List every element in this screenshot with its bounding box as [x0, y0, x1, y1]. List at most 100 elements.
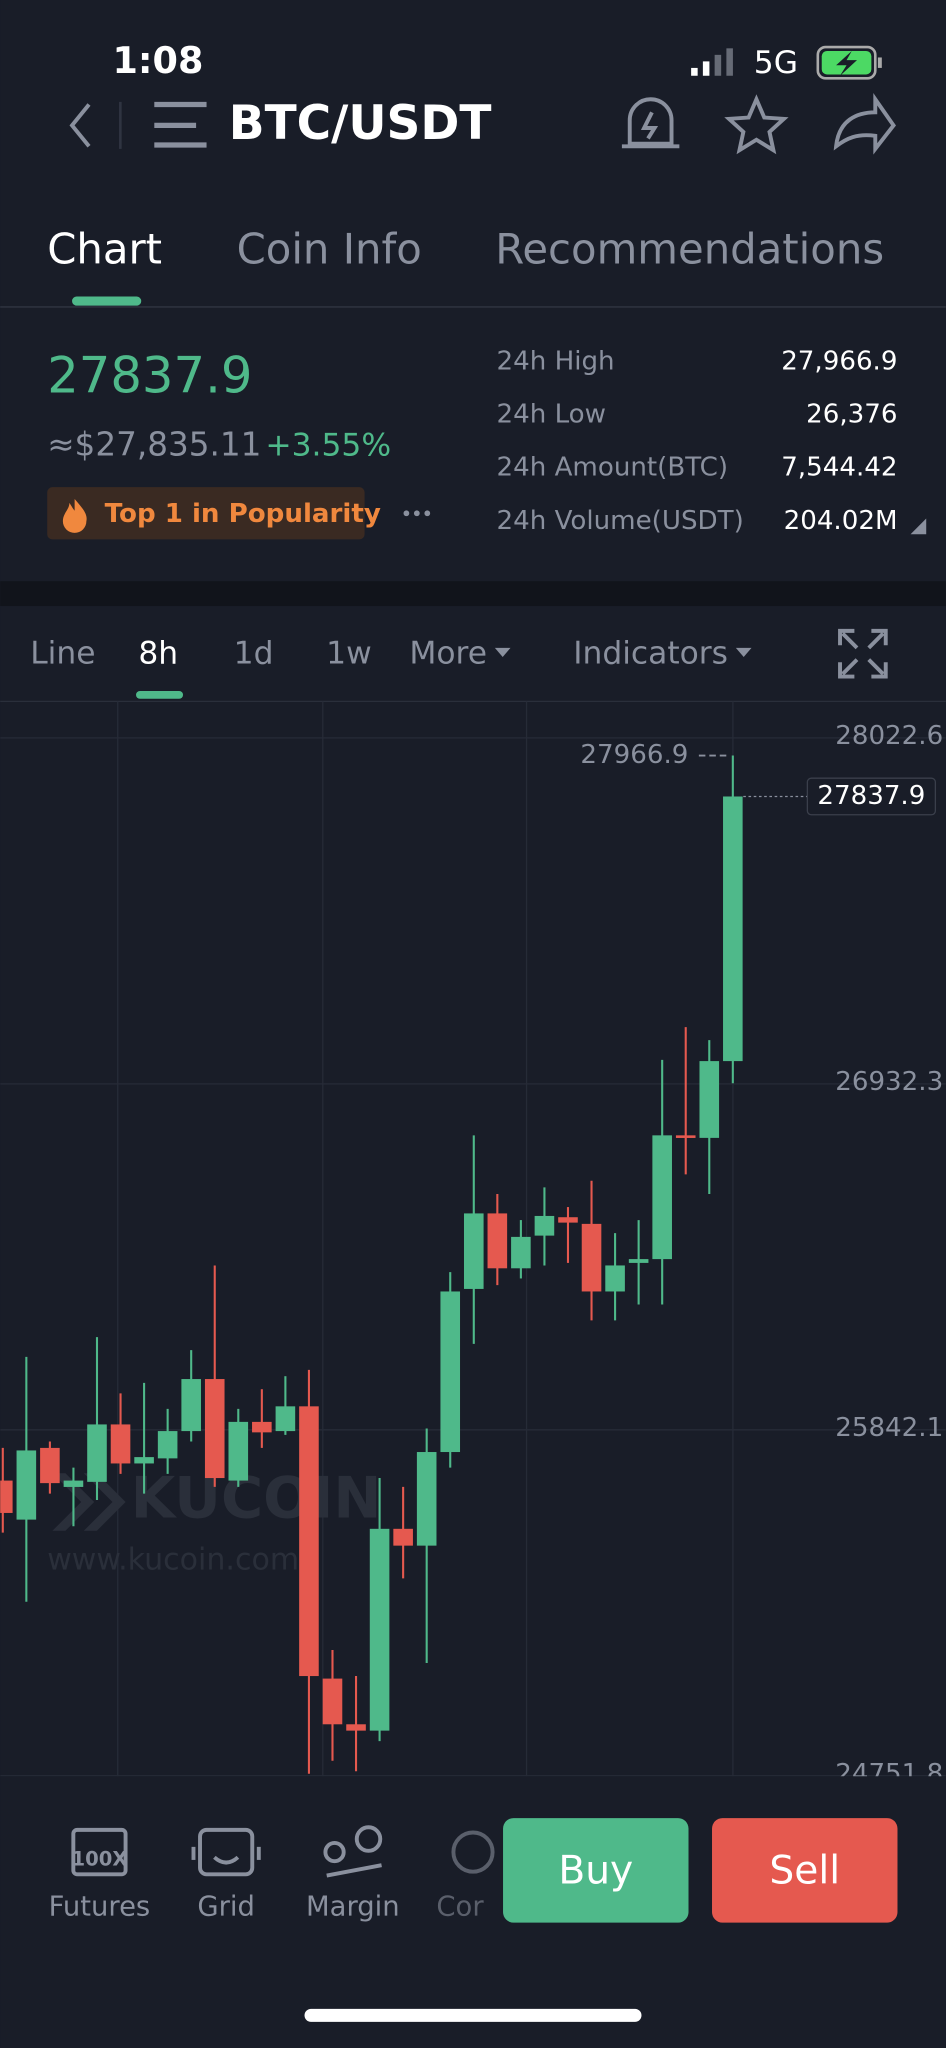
- candle-body: [534, 1215, 555, 1236]
- stat-label: 24h Low: [497, 399, 607, 429]
- watermark-brand: KUCOIN: [131, 1465, 382, 1532]
- candle-body: [416, 1452, 437, 1546]
- candle-body: [87, 1424, 107, 1482]
- interval-tab[interactable]: More: [409, 635, 487, 671]
- y-tick-label: 28022.6: [835, 721, 943, 751]
- tab-indicator: [72, 296, 142, 306]
- nav-label[interactable]: Cor: [436, 1892, 484, 1923]
- stat-label: 24h Amount(BTC): [497, 453, 729, 483]
- interval-tab[interactable]: 1d: [234, 635, 274, 671]
- candle-body: [181, 1379, 201, 1432]
- candle-body: [652, 1135, 672, 1260]
- alert-button[interactable]: [621, 97, 680, 149]
- share-button[interactable]: [833, 93, 897, 155]
- favorite-button[interactable]: [724, 94, 789, 155]
- corner-triangle: [910, 518, 927, 535]
- candle-body: [369, 1528, 390, 1731]
- interval-bar: Line 8h 1d 1w More Indicators: [30, 635, 752, 671]
- nav-label[interactable]: Grid: [197, 1892, 255, 1923]
- price-change: +3.55%: [265, 428, 391, 464]
- watermark-logo: [52, 1473, 126, 1531]
- grid-icon: [191, 1827, 261, 1877]
- y-tick-label: 25842.1: [835, 1413, 943, 1443]
- candle-body: [157, 1431, 178, 1459]
- candle-body: [581, 1223, 602, 1292]
- buy-label: Buy: [558, 1848, 633, 1893]
- candle-body: [628, 1259, 649, 1263]
- tab[interactable]: Coin Info: [237, 225, 422, 274]
- candle-body: [40, 1447, 60, 1484]
- back-button[interactable]: [69, 103, 91, 148]
- more-button[interactable]: [403, 510, 431, 517]
- home-indicator: [304, 2008, 642, 2022]
- candle-body: [393, 1528, 413, 1546]
- last-price-label: 27837.9: [817, 781, 925, 811]
- interval-tab[interactable]: Line: [30, 635, 95, 671]
- watermark-url: www.kucoin.com: [47, 1542, 299, 1577]
- candlestick-chart: KUCOIN www.kucoin.com 28022.6 26932.3 2584…: [0, 701, 946, 1789]
- nav-label[interactable]: Futures: [49, 1892, 151, 1923]
- candle-body: [63, 1480, 84, 1487]
- candle-body: [440, 1291, 461, 1453]
- pair-title: BTC/USDT: [229, 96, 492, 151]
- last-price: 27837.9: [47, 346, 252, 404]
- tab[interactable]: Chart: [47, 225, 162, 274]
- interval-tab[interactable]: 8h: [138, 635, 178, 671]
- candle-body: [204, 1379, 225, 1479]
- futures-icon: [71, 1827, 128, 1877]
- candle-body: [487, 1213, 508, 1269]
- fullscreen-button[interactable]: [838, 628, 888, 679]
- dropdown-arrow: [735, 647, 752, 657]
- badge-label: Top 1 in Popularity: [105, 499, 381, 529]
- sell-button[interactable]: [712, 1818, 898, 1923]
- watermark: KUCOIN www.kucoin.com: [47, 1465, 381, 1578]
- status-time: 1:08: [113, 39, 204, 82]
- stat-label: 24h Volume(USDT): [497, 506, 744, 536]
- futures-icon-text: 100X: [71, 1847, 127, 1870]
- y-tick-label: 24751.8: [835, 1759, 943, 1789]
- dropdown-arrow: [494, 647, 511, 657]
- buy-button[interactable]: [503, 1818, 689, 1923]
- margin-icon: [323, 1825, 383, 1878]
- candle-body: [558, 1217, 578, 1223]
- stat-value: 26,376: [806, 399, 897, 429]
- candle-body: [723, 796, 743, 1062]
- nav-label[interactable]: Margin: [306, 1892, 400, 1923]
- battery-icon: [816, 45, 882, 80]
- separator-band: [0, 581, 946, 607]
- sell-label: Sell: [769, 1848, 840, 1893]
- interval-tab[interactable]: 1w: [326, 635, 372, 671]
- stat-label: 24h High: [497, 346, 615, 376]
- candle-body: [511, 1236, 531, 1269]
- network-label: 5G: [754, 45, 798, 81]
- stat-value: 7,544.42: [781, 453, 897, 483]
- candle-body: [228, 1421, 249, 1481]
- y-tick-label: 26932.3: [835, 1067, 943, 1097]
- signal-icon: [691, 48, 733, 76]
- candle-body: [463, 1213, 484, 1289]
- candle-body: [275, 1406, 296, 1432]
- candle-body: [346, 1724, 366, 1731]
- tab[interactable]: Recommendations: [495, 225, 884, 274]
- candle-body: [0, 1480, 13, 1513]
- interval-tab[interactable]: Indicators: [573, 635, 728, 671]
- candle-body: [605, 1265, 625, 1292]
- candle-body: [322, 1678, 343, 1725]
- candle-body: [110, 1424, 131, 1464]
- last-price-box: [806, 777, 937, 816]
- candle-body: [134, 1457, 154, 1464]
- bottom-nav: Futures Grid Margin Cor: [49, 1892, 485, 1923]
- convert-icon: [451, 1830, 495, 1874]
- badge[interactable]: [47, 487, 365, 540]
- flame-icon: [62, 498, 87, 533]
- stats: 24h High 27,966.9 24h Low 26,376 24h Amount(…: [497, 346, 898, 535]
- stat-value: 204.02M: [784, 506, 898, 536]
- candle-body: [252, 1421, 272, 1433]
- candle-body: [16, 1450, 37, 1520]
- interval-indicator: [136, 690, 184, 699]
- stat-value: 27,966.9: [781, 346, 897, 376]
- candle-body: [675, 1135, 696, 1138]
- menu-button[interactable]: [154, 101, 207, 148]
